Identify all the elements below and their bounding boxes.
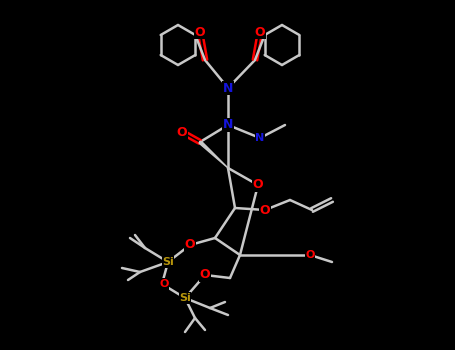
Text: O: O (159, 279, 169, 289)
Text: O: O (255, 26, 265, 38)
Text: O: O (253, 178, 263, 191)
Text: O: O (260, 203, 270, 217)
Text: N: N (223, 119, 233, 132)
Text: N: N (255, 133, 265, 143)
Text: O: O (185, 238, 195, 252)
Text: O: O (200, 268, 210, 281)
Text: Si: Si (179, 293, 191, 303)
Text: O: O (305, 250, 315, 260)
Text: Si: Si (162, 257, 174, 267)
Polygon shape (199, 141, 228, 168)
Text: O: O (177, 126, 187, 139)
Text: O: O (195, 26, 205, 38)
Text: N: N (223, 82, 233, 95)
